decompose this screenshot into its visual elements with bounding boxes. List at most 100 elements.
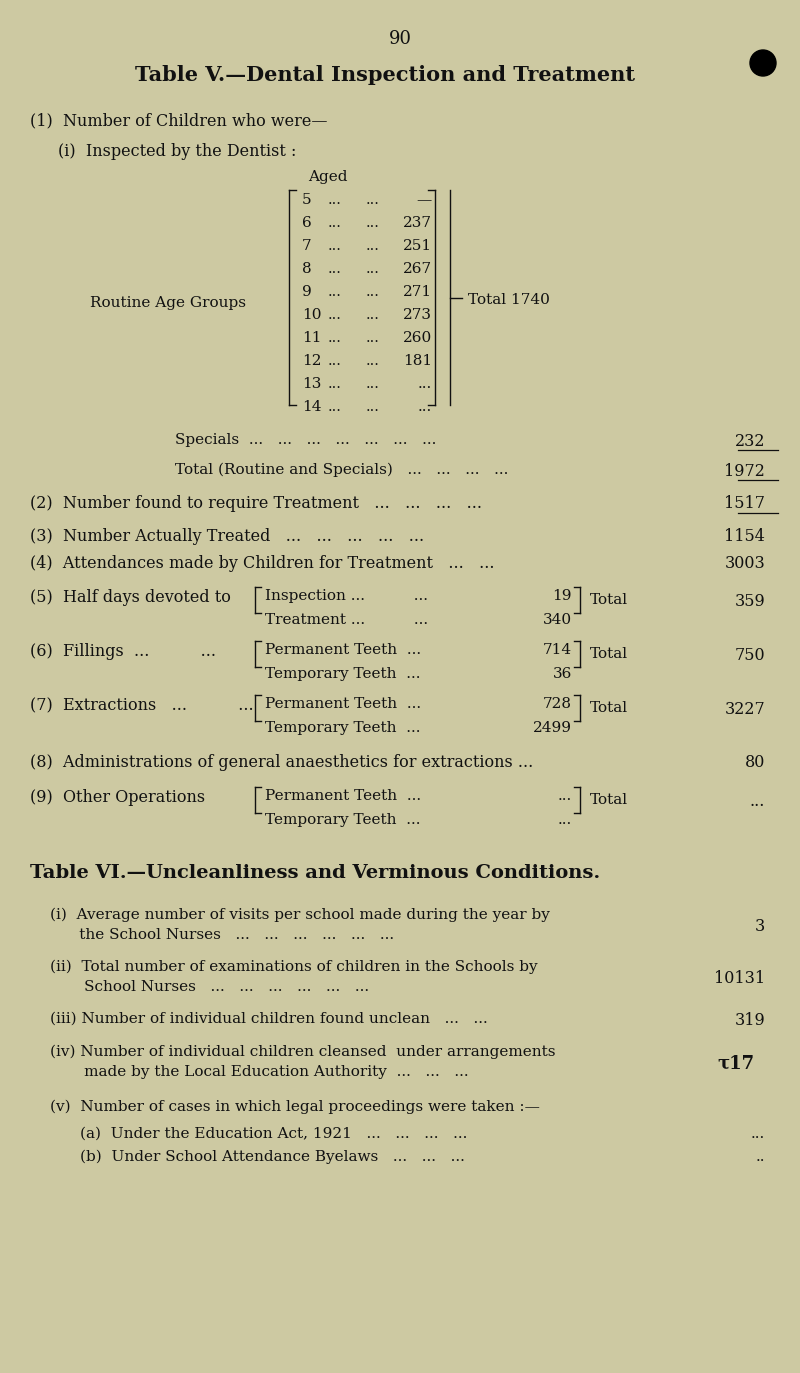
Text: ...: ... bbox=[328, 194, 342, 207]
Text: ...: ... bbox=[366, 286, 380, 299]
Text: 359: 359 bbox=[734, 593, 765, 610]
Text: ...: ... bbox=[418, 400, 432, 415]
Text: (i)  Average number of visits per school made during the year by: (i) Average number of visits per school … bbox=[50, 908, 550, 923]
Text: ...: ... bbox=[558, 789, 572, 803]
Text: 11: 11 bbox=[302, 331, 322, 345]
Text: Total 1740: Total 1740 bbox=[468, 292, 550, 306]
Text: 340: 340 bbox=[543, 612, 572, 627]
Text: 7: 7 bbox=[302, 239, 312, 253]
Text: ..: .. bbox=[755, 1151, 765, 1164]
Text: 36: 36 bbox=[553, 667, 572, 681]
Text: ...: ... bbox=[328, 308, 342, 323]
Text: (7)  Extractions   ...          ...: (7) Extractions ... ... bbox=[30, 697, 254, 714]
Text: ...: ... bbox=[366, 216, 380, 231]
Circle shape bbox=[750, 49, 776, 76]
Text: Table V.—Dental Inspection and Treatment: Table V.—Dental Inspection and Treatment bbox=[135, 65, 635, 85]
Text: ...: ... bbox=[328, 331, 342, 345]
Text: 5: 5 bbox=[302, 194, 312, 207]
Text: (9)  Other Operations: (9) Other Operations bbox=[30, 789, 205, 806]
Text: 9: 9 bbox=[302, 286, 312, 299]
Text: 267: 267 bbox=[403, 262, 432, 276]
Text: ...: ... bbox=[558, 813, 572, 827]
Text: 80: 80 bbox=[745, 754, 765, 772]
Text: (iii) Number of individual children found unclean   ...   ...: (iii) Number of individual children foun… bbox=[50, 1012, 488, 1026]
Text: ...: ... bbox=[366, 331, 380, 345]
Text: 319: 319 bbox=[734, 1012, 765, 1028]
Text: Specials  ...   ...   ...   ...   ...   ...   ...: Specials ... ... ... ... ... ... ... bbox=[175, 432, 436, 448]
Text: Permanent Teeth  ...: Permanent Teeth ... bbox=[265, 643, 421, 658]
Text: 181: 181 bbox=[403, 354, 432, 368]
Text: 6: 6 bbox=[302, 216, 312, 231]
Text: (i)  Inspected by the Dentist :: (i) Inspected by the Dentist : bbox=[58, 143, 296, 161]
Text: (iv) Number of individual children cleansed  under arrangements: (iv) Number of individual children clean… bbox=[50, 1045, 555, 1060]
Text: Table VI.—Uncleanliness and Verminous Conditions.: Table VI.—Uncleanliness and Verminous Co… bbox=[30, 864, 600, 881]
Text: 1154: 1154 bbox=[724, 529, 765, 545]
Text: 2499: 2499 bbox=[533, 721, 572, 735]
Text: 271: 271 bbox=[403, 286, 432, 299]
Text: 14: 14 bbox=[302, 400, 322, 415]
Text: Temporary Teeth  ...: Temporary Teeth ... bbox=[265, 667, 421, 681]
Text: Total: Total bbox=[590, 593, 628, 607]
Text: Routine Age Groups: Routine Age Groups bbox=[90, 297, 246, 310]
Text: ...: ... bbox=[750, 1127, 765, 1141]
Text: ...: ... bbox=[328, 354, 342, 368]
Text: ...: ... bbox=[750, 794, 765, 810]
Text: ...: ... bbox=[328, 400, 342, 415]
Text: ...: ... bbox=[366, 239, 380, 253]
Text: 10131: 10131 bbox=[714, 969, 765, 987]
Text: 260: 260 bbox=[402, 331, 432, 345]
Text: ...: ... bbox=[328, 239, 342, 253]
Text: 237: 237 bbox=[403, 216, 432, 231]
Text: ...: ... bbox=[418, 378, 432, 391]
Text: ...: ... bbox=[328, 262, 342, 276]
Text: 750: 750 bbox=[734, 647, 765, 665]
Text: ...: ... bbox=[366, 354, 380, 368]
Text: 232: 232 bbox=[734, 432, 765, 450]
Text: ...: ... bbox=[328, 378, 342, 391]
Text: the School Nurses   ...   ...   ...   ...   ...   ...: the School Nurses ... ... ... ... ... ..… bbox=[50, 928, 394, 942]
Text: 3: 3 bbox=[754, 919, 765, 935]
Text: Inspection ...          ...: Inspection ... ... bbox=[265, 589, 428, 603]
Text: School Nurses   ...   ...   ...   ...   ...   ...: School Nurses ... ... ... ... ... ... bbox=[50, 980, 369, 994]
Text: Treatment ...          ...: Treatment ... ... bbox=[265, 612, 428, 627]
Text: 90: 90 bbox=[389, 30, 411, 48]
Text: Total (Routine and Specials)   ...   ...   ...   ...: Total (Routine and Specials) ... ... ...… bbox=[175, 463, 508, 478]
Text: (8)  Administrations of general anaesthetics for extractions ...: (8) Administrations of general anaesthet… bbox=[30, 754, 534, 772]
Text: (6)  Fillings  ...          ...: (6) Fillings ... ... bbox=[30, 643, 216, 660]
Text: —: — bbox=[417, 194, 432, 207]
Text: (1)  Number of Children who were—: (1) Number of Children who were— bbox=[30, 113, 327, 129]
Text: ...: ... bbox=[366, 400, 380, 415]
Text: 273: 273 bbox=[403, 308, 432, 323]
Text: ...: ... bbox=[366, 308, 380, 323]
Text: (ii)  Total number of examinations of children in the Schools by: (ii) Total number of examinations of chi… bbox=[50, 960, 538, 975]
Text: 8: 8 bbox=[302, 262, 312, 276]
Text: 12: 12 bbox=[302, 354, 322, 368]
Text: made by the Local Education Authority  ...   ...   ...: made by the Local Education Authority ..… bbox=[50, 1065, 469, 1079]
Text: (b)  Under School Attendance Byelaws   ...   ...   ...: (b) Under School Attendance Byelaws ... … bbox=[80, 1151, 465, 1164]
Text: Total: Total bbox=[590, 702, 628, 715]
Text: τ17: τ17 bbox=[718, 1054, 755, 1074]
Text: 1972: 1972 bbox=[724, 463, 765, 481]
Text: ...: ... bbox=[366, 378, 380, 391]
Text: (a)  Under the Education Act, 1921   ...   ...   ...   ...: (a) Under the Education Act, 1921 ... ..… bbox=[80, 1127, 467, 1141]
Text: Total: Total bbox=[590, 647, 628, 660]
Text: 19: 19 bbox=[553, 589, 572, 603]
Text: (v)  Number of cases in which legal proceedings were taken :—: (v) Number of cases in which legal proce… bbox=[50, 1100, 540, 1115]
Text: Permanent Teeth  ...: Permanent Teeth ... bbox=[265, 697, 421, 711]
Text: 10: 10 bbox=[302, 308, 322, 323]
Text: ...: ... bbox=[328, 286, 342, 299]
Text: ...: ... bbox=[366, 262, 380, 276]
Text: 251: 251 bbox=[403, 239, 432, 253]
Text: Temporary Teeth  ...: Temporary Teeth ... bbox=[265, 721, 421, 735]
Text: ...: ... bbox=[328, 216, 342, 231]
Text: (3)  Number Actually Treated   ...   ...   ...   ...   ...: (3) Number Actually Treated ... ... ... … bbox=[30, 529, 424, 545]
Text: Aged: Aged bbox=[308, 170, 347, 184]
Text: Temporary Teeth  ...: Temporary Teeth ... bbox=[265, 813, 421, 827]
Text: 3227: 3227 bbox=[724, 702, 765, 718]
Text: Total: Total bbox=[590, 794, 628, 807]
Text: Permanent Teeth  ...: Permanent Teeth ... bbox=[265, 789, 421, 803]
Text: (5)  Half days devoted to: (5) Half days devoted to bbox=[30, 589, 231, 605]
Text: ...: ... bbox=[366, 194, 380, 207]
Text: 714: 714 bbox=[543, 643, 572, 658]
Text: 13: 13 bbox=[302, 378, 322, 391]
